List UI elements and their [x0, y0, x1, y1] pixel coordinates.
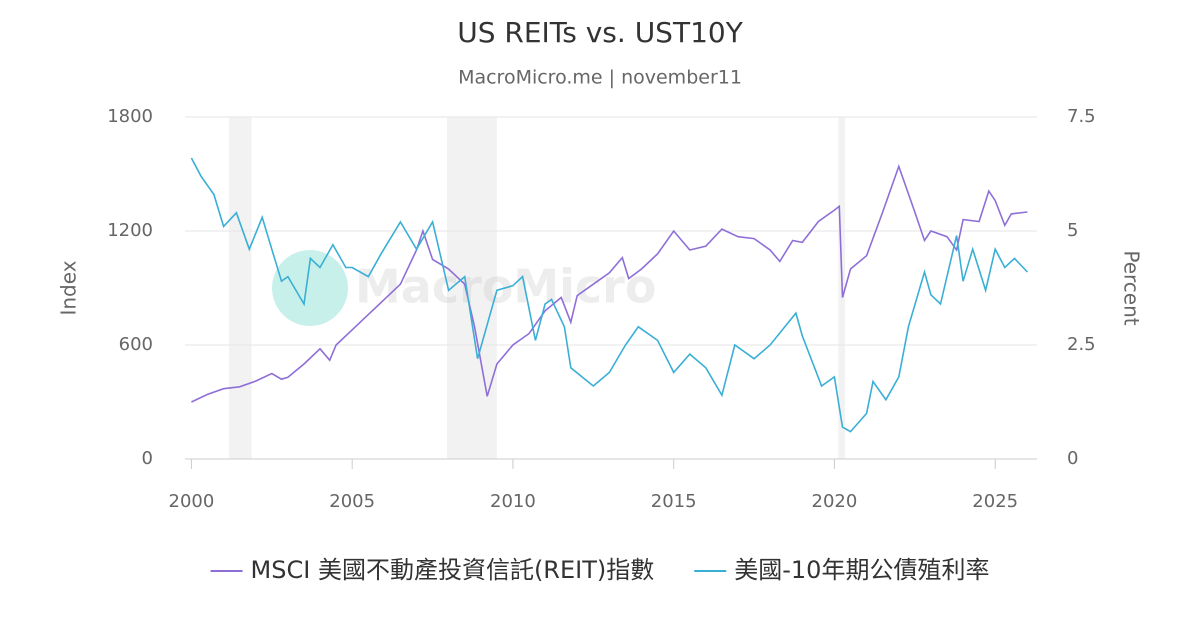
- series-line: [191, 163, 1028, 403]
- watermark-text: MacroMicro: [355, 260, 656, 314]
- y2-tick-label: 2.5: [1067, 334, 1096, 355]
- y2-axis-title: Percent: [1120, 250, 1144, 325]
- recession-band: [229, 117, 252, 459]
- chart-title: US REITs vs. UST10Y: [457, 16, 743, 49]
- legend-label: 美國-10年期公債殖利率: [734, 556, 989, 584]
- watermark: MacroMicro: [272, 250, 656, 326]
- y2-tick-label: 0: [1067, 448, 1078, 469]
- y-axis-title: Index: [57, 260, 81, 315]
- y-tick-label: 1200: [107, 220, 153, 241]
- y-tick-label: 1800: [107, 106, 153, 127]
- x-tick-label: 2000: [169, 491, 215, 512]
- x-tick-label: 2020: [812, 491, 858, 512]
- legend: MSCI 美國不動產投資信託(REIT)指數 美國-10年期公債殖利率: [210, 556, 989, 584]
- series-line: [190, 157, 1028, 433]
- x-tick-label: 2005: [329, 491, 375, 512]
- y-tick-label: 0: [142, 448, 153, 469]
- recession-band: [447, 117, 497, 459]
- legend-item: MSCI 美國不動產投資信託(REIT)指數: [210, 556, 655, 584]
- x-tick-label: 2015: [651, 491, 697, 512]
- y2-tick-label: 7.5: [1067, 106, 1096, 127]
- chart-subtitle: MacroMicro.me | november11: [458, 67, 742, 89]
- y2-tick-label: 5: [1067, 220, 1078, 241]
- x-tick-label: 2010: [490, 491, 536, 512]
- y-tick-label: 600: [119, 334, 153, 355]
- legend-label: MSCI 美國不動產投資信託(REIT)指數: [251, 556, 655, 584]
- x-tick-label: 2025: [972, 491, 1018, 512]
- watermark-logo: [272, 250, 348, 326]
- legend-item: 美國-10年期公債殖利率: [694, 556, 989, 584]
